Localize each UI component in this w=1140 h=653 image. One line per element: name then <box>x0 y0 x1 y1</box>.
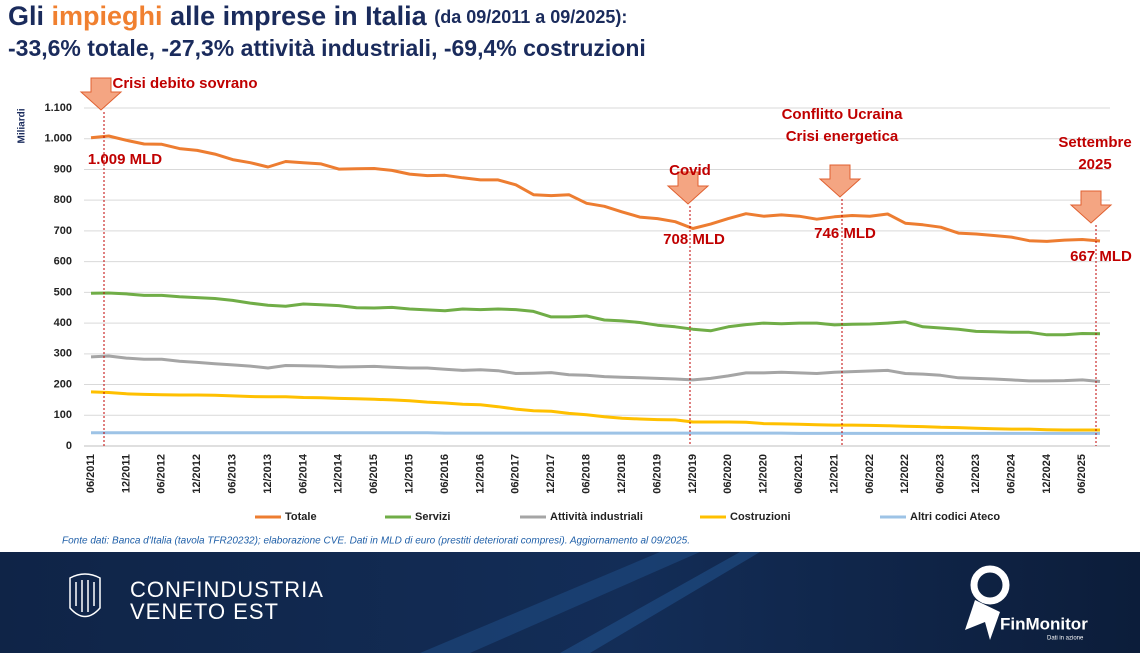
annotation-text: Covid <box>669 162 711 179</box>
footer-stripe <box>420 552 700 653</box>
brand-name: FinMonitor <box>1000 614 1088 633</box>
x-tick-label: 06/2015 <box>368 454 380 494</box>
x-tick-label: 06/2023 <box>935 454 947 494</box>
x-tick-label: 12/2021 <box>828 454 840 494</box>
annotation-text: Settembre <box>1058 134 1131 151</box>
footer: CONFINDUSTRIA VENETO EST FinMonitor Dati… <box>0 552 1140 653</box>
plot-background <box>84 104 1110 446</box>
x-tick-label: 06/2012 <box>156 454 168 494</box>
series-line <box>91 431 1100 435</box>
legend-label: Servizi <box>415 511 450 523</box>
org-logo <box>69 573 101 618</box>
x-tick-label: 06/2022 <box>864 454 876 494</box>
x-tick-label: 12/2013 <box>262 454 274 494</box>
brand-logo <box>965 565 1010 640</box>
y-axis-label: Miliardi <box>17 108 28 143</box>
plot-area: 0 100 200 300 400 500 600 700 800 900 1.000 1.100 06… <box>44 102 1110 494</box>
legend-label: Costruzioni <box>730 511 791 523</box>
x-tick-label: 12/2014 <box>333 453 345 494</box>
footer-stripe <box>560 552 760 653</box>
title-rest: alle imprese in Italia <box>170 1 428 31</box>
x-tick-label: 06/2019 <box>651 454 663 494</box>
annotation-value: 667 MLD <box>1070 248 1132 265</box>
series-line <box>90 354 1101 383</box>
chart-subtitle: -33,6% totale, -27,3% attività industria… <box>8 35 646 61</box>
org-name: VENETO EST <box>130 599 279 624</box>
x-tick-label: 12/2016 <box>474 454 486 494</box>
y-tick-label: 900 <box>54 163 72 175</box>
x-tick-label: 06/2014 <box>297 453 309 494</box>
y-tick-label: 0 <box>66 440 72 452</box>
x-tick-label: 12/2022 <box>899 454 911 494</box>
y-tick-label: 300 <box>54 348 72 360</box>
annotation-text: 2025 <box>1078 156 1111 173</box>
x-tick-label: 06/2017 <box>510 454 522 494</box>
legend-label: Altri codici Ateco <box>910 511 1000 523</box>
org-name: CONFINDUSTRIA <box>130 577 324 602</box>
x-tick-label: 12/2023 <box>970 454 982 494</box>
x-tick-label: 12/2018 <box>616 454 628 494</box>
y-tick-label: 1.100 <box>44 102 72 114</box>
source-note: Fonte dati: Banca d'Italia (tavola TFR20… <box>62 536 690 547</box>
brand-tagline: Dati in azione <box>1047 636 1084 642</box>
x-tick-label: 12/2024 <box>1041 453 1053 494</box>
y-tick-label: 100 <box>54 409 72 421</box>
annotation-text: Conflitto Ucraina <box>782 106 903 123</box>
x-tick-label: 12/2015 <box>404 454 416 494</box>
annotation-arrow <box>666 171 710 205</box>
annotation-value: 708 MLD <box>663 231 725 248</box>
annotation-text: Crisi debito sovrano <box>112 75 257 92</box>
series-line <box>90 390 1100 432</box>
y-tick-label: 1.000 <box>44 133 72 145</box>
series-line <box>90 291 1101 337</box>
annotation-value: 746 MLD <box>814 225 876 242</box>
legend-label: Totale <box>285 511 317 523</box>
y-tick-label: 600 <box>54 256 72 268</box>
y-tick-label: 700 <box>54 225 72 237</box>
y-tick-label: 400 <box>54 317 72 329</box>
legend-label: Attività industriali <box>550 511 643 523</box>
x-tick-label: 12/2019 <box>687 454 699 494</box>
x-tick-label: 06/2020 <box>722 454 734 494</box>
title-highlight: impieghi <box>52 1 163 31</box>
annotation-arrow <box>1069 190 1113 224</box>
x-tick-label: 06/2024 <box>1005 453 1017 494</box>
annotation-text: Crisi energetica <box>786 128 899 145</box>
title-period: (da 09/2011 a 09/2025): <box>434 7 627 27</box>
x-tick-label: 12/2020 <box>758 454 770 494</box>
x-tick-label: 12/2017 <box>545 454 557 494</box>
x-tick-label: 12/2011 <box>120 454 132 493</box>
x-tick-label: 06/2021 <box>793 454 805 494</box>
annotation-value: 1.009 MLD <box>88 151 162 168</box>
x-tick-label: 06/2018 <box>581 454 593 494</box>
y-tick-label: 500 <box>54 286 72 298</box>
chart-title: Gli impieghi alle imprese in Italia (da … <box>8 1 627 31</box>
y-tick-label: 200 <box>54 378 72 390</box>
x-tick-label: 06/2013 <box>227 454 239 494</box>
x-tick-label: 12/2012 <box>191 454 203 494</box>
annotation-arrow <box>79 77 123 111</box>
x-tick-label: 06/2016 <box>439 454 451 494</box>
y-tick-label: 800 <box>54 194 72 206</box>
title-prefix: Gli <box>8 1 44 31</box>
annotation-arrow <box>818 164 862 198</box>
x-tick-label: 06/2025 <box>1076 454 1088 494</box>
series-line <box>90 134 1101 243</box>
x-tick-label: 06/2011 <box>85 454 97 493</box>
